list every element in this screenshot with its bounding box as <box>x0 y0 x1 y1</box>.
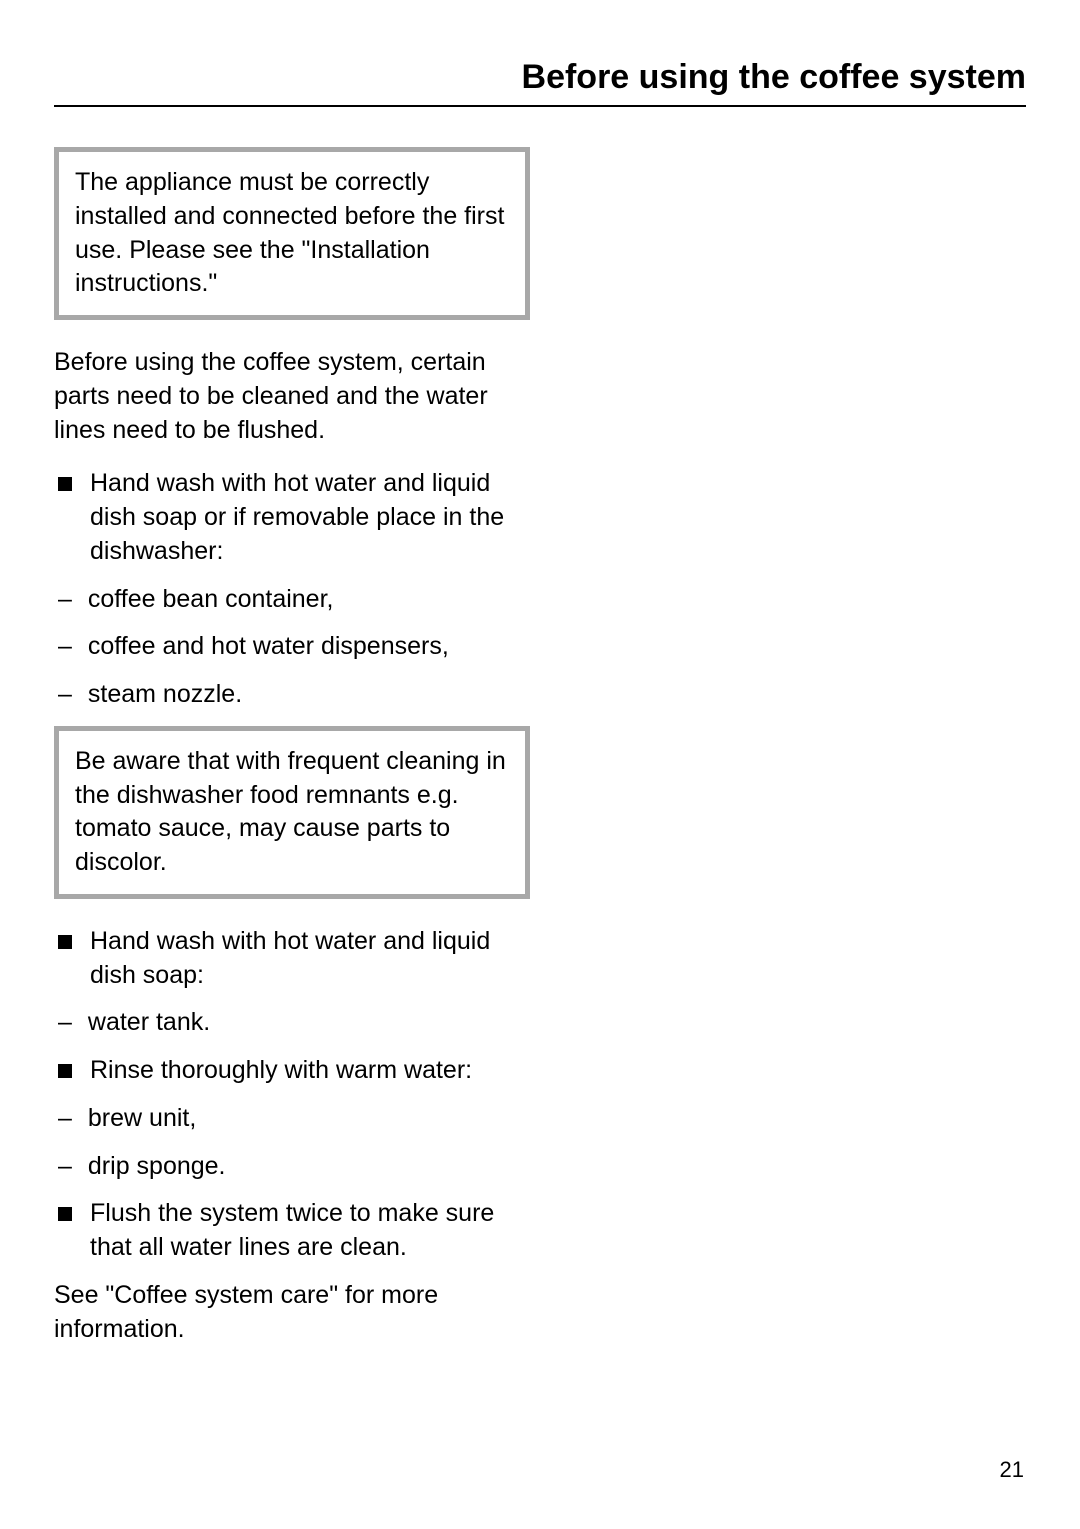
bullet-item: Rinse thoroughly with warm water: <box>54 1054 530 1088</box>
dash-text: drip sponge. <box>88 1150 530 1184</box>
dash-icon: – <box>58 678 72 712</box>
dash-text: steam nozzle. <box>88 678 530 712</box>
bullet-item: Flush the system twice to make sure that… <box>54 1197 530 1265</box>
left-column: The appliance must be correctly installe… <box>54 147 530 1346</box>
bullet-text: Hand wash with hot water and liquid dish… <box>90 467 530 568</box>
dash-icon: – <box>58 1102 72 1136</box>
intro-paragraph: Before using the coffee system, certain … <box>54 346 530 447</box>
closing-paragraph: See "Coffee system care" for more inform… <box>54 1279 530 1347</box>
bullet-text: Flush the system twice to make sure that… <box>90 1197 530 1265</box>
dash-item: – brew unit, <box>54 1102 530 1136</box>
square-bullet-icon <box>58 477 72 491</box>
notice-box-discolor: Be aware that with frequent cleaning in … <box>54 726 530 899</box>
notice-box-installation: The appliance must be correctly installe… <box>54 147 530 320</box>
dash-text: coffee bean container, <box>88 583 530 617</box>
bullet-item: Hand wash with hot water and liquid dish… <box>54 925 530 993</box>
dash-icon: – <box>58 1150 72 1184</box>
square-bullet-icon <box>58 1064 72 1078</box>
dash-text: coffee and hot water dispensers, <box>88 630 530 664</box>
dash-item: – coffee bean container, <box>54 583 530 617</box>
dash-text: brew unit, <box>88 1102 530 1136</box>
bullet-text: Hand wash with hot water and liquid dish… <box>90 925 530 993</box>
notice-box-text: The appliance must be correctly installe… <box>75 168 504 297</box>
square-bullet-icon <box>58 1207 72 1221</box>
notice-box-text: Be aware that with frequent cleaning in … <box>75 747 506 876</box>
dash-item: – steam nozzle. <box>54 678 530 712</box>
dash-item: – water tank. <box>54 1006 530 1040</box>
document-page: Before using the coffee system The appli… <box>0 0 1080 1529</box>
dash-item: – coffee and hot water dispensers, <box>54 630 530 664</box>
bullet-item: Hand wash with hot water and liquid dish… <box>54 467 530 568</box>
page-number: 21 <box>1000 1457 1024 1483</box>
bullet-text: Rinse thoroughly with warm water: <box>90 1054 530 1088</box>
page-title: Before using the coffee system <box>54 58 1026 107</box>
square-bullet-icon <box>58 935 72 949</box>
dash-icon: – <box>58 1006 72 1040</box>
dash-text: water tank. <box>88 1006 530 1040</box>
dash-item: – drip sponge. <box>54 1150 530 1184</box>
dash-icon: – <box>58 630 72 664</box>
dash-icon: – <box>58 583 72 617</box>
